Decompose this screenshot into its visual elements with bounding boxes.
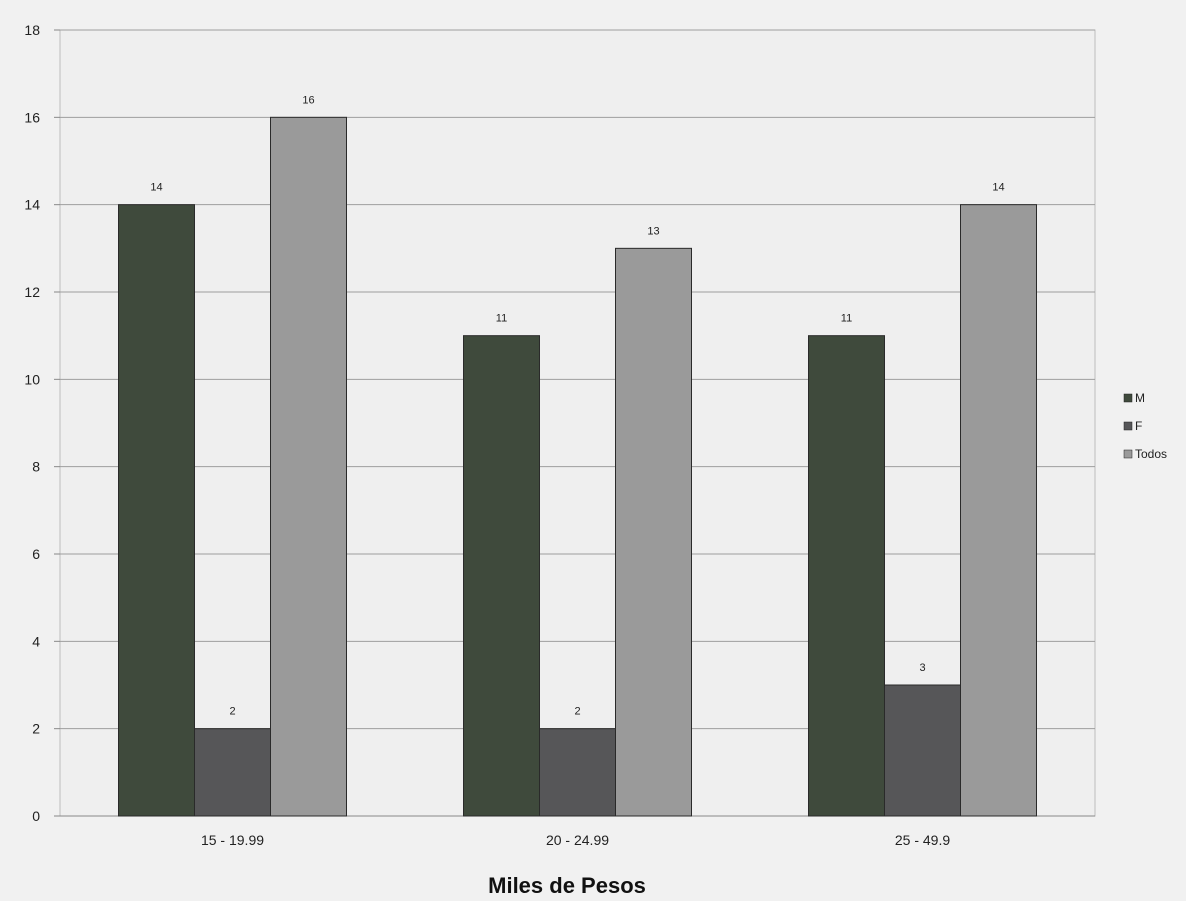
legend: MF Todos xyxy=(1123,391,1167,461)
y-tick-label: 0 xyxy=(32,808,40,824)
legend-swatch-todos xyxy=(1123,449,1133,459)
data-label: 3 xyxy=(919,662,925,674)
bars xyxy=(118,116,1037,817)
bar-f-3 xyxy=(884,684,961,817)
data-labels: 14 2 16 11 2 13 11 3 14 xyxy=(150,94,1004,717)
x-axis-categories: 15 - 19.99 20 - 24.99 25 - 49.9 xyxy=(201,832,950,848)
x-category-label: 20 - 24.99 xyxy=(546,832,609,848)
data-label: 14 xyxy=(992,182,1004,194)
bar-m-2 xyxy=(463,335,540,817)
y-tick-label: 18 xyxy=(24,22,40,38)
y-tick-label: 16 xyxy=(24,109,40,125)
data-label: 16 xyxy=(302,94,314,106)
data-label: 2 xyxy=(574,706,580,718)
data-label: 11 xyxy=(841,313,852,325)
bar-todos-2 xyxy=(615,247,692,817)
y-tick-label: 8 xyxy=(32,459,40,475)
data-label: 14 xyxy=(150,182,162,194)
bar-f-2 xyxy=(539,728,616,817)
bar-m-3 xyxy=(808,335,885,817)
x-axis-title: Miles de Pesos xyxy=(488,873,646,898)
legend-label-m: M xyxy=(1135,391,1145,405)
legend-label-f: F xyxy=(1135,419,1142,433)
y-tick-label: 12 xyxy=(24,284,40,300)
legend-label-todos: Todos xyxy=(1135,447,1167,461)
legend-swatch-m xyxy=(1123,393,1133,403)
bar-f-1 xyxy=(194,728,271,817)
bar-m-1 xyxy=(118,204,195,817)
data-label: 11 xyxy=(496,313,507,325)
y-axis-ticks: 0 2 4 6 8 10 12 14 16 18 xyxy=(24,22,60,824)
y-tick-label: 14 xyxy=(24,197,40,213)
bar-todos-3 xyxy=(960,204,1037,817)
bar-todos-1 xyxy=(270,116,347,817)
x-category-label: 15 - 19.99 xyxy=(201,832,264,848)
data-label: 13 xyxy=(647,225,659,237)
y-tick-label: 6 xyxy=(32,546,40,562)
y-tick-label: 10 xyxy=(24,371,40,387)
x-category-label: 25 - 49.9 xyxy=(895,832,950,848)
legend-swatch-f xyxy=(1123,421,1133,431)
y-tick-label: 2 xyxy=(32,721,40,737)
data-label: 2 xyxy=(229,706,235,718)
y-tick-label: 4 xyxy=(32,633,40,649)
